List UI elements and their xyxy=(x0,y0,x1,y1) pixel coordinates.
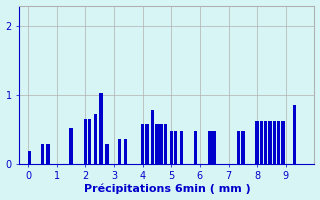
Bar xyxy=(118,139,121,164)
Bar xyxy=(281,121,285,164)
Bar xyxy=(194,131,197,164)
Bar xyxy=(212,131,216,164)
Bar xyxy=(170,131,173,164)
Bar xyxy=(293,105,296,164)
Bar xyxy=(46,144,50,164)
Bar xyxy=(241,131,244,164)
Bar xyxy=(208,131,212,164)
Bar xyxy=(124,139,127,164)
Bar xyxy=(94,114,97,164)
Bar xyxy=(255,121,259,164)
X-axis label: Précipitations 6min ( mm ): Précipitations 6min ( mm ) xyxy=(84,184,250,194)
Bar xyxy=(99,93,103,164)
Bar xyxy=(180,131,183,164)
Bar xyxy=(277,121,280,164)
Bar xyxy=(273,121,276,164)
Bar xyxy=(260,121,263,164)
Bar xyxy=(151,110,154,164)
Bar xyxy=(237,131,240,164)
Bar xyxy=(141,124,144,164)
Bar xyxy=(159,124,163,164)
Bar xyxy=(268,121,272,164)
Bar xyxy=(88,119,91,164)
Bar xyxy=(28,151,31,164)
Bar xyxy=(41,144,44,164)
Bar xyxy=(155,124,159,164)
Bar xyxy=(164,124,167,164)
Bar xyxy=(264,121,268,164)
Bar xyxy=(105,144,108,164)
Bar xyxy=(174,131,177,164)
Bar xyxy=(84,119,87,164)
Bar xyxy=(145,124,148,164)
Bar xyxy=(69,128,73,164)
